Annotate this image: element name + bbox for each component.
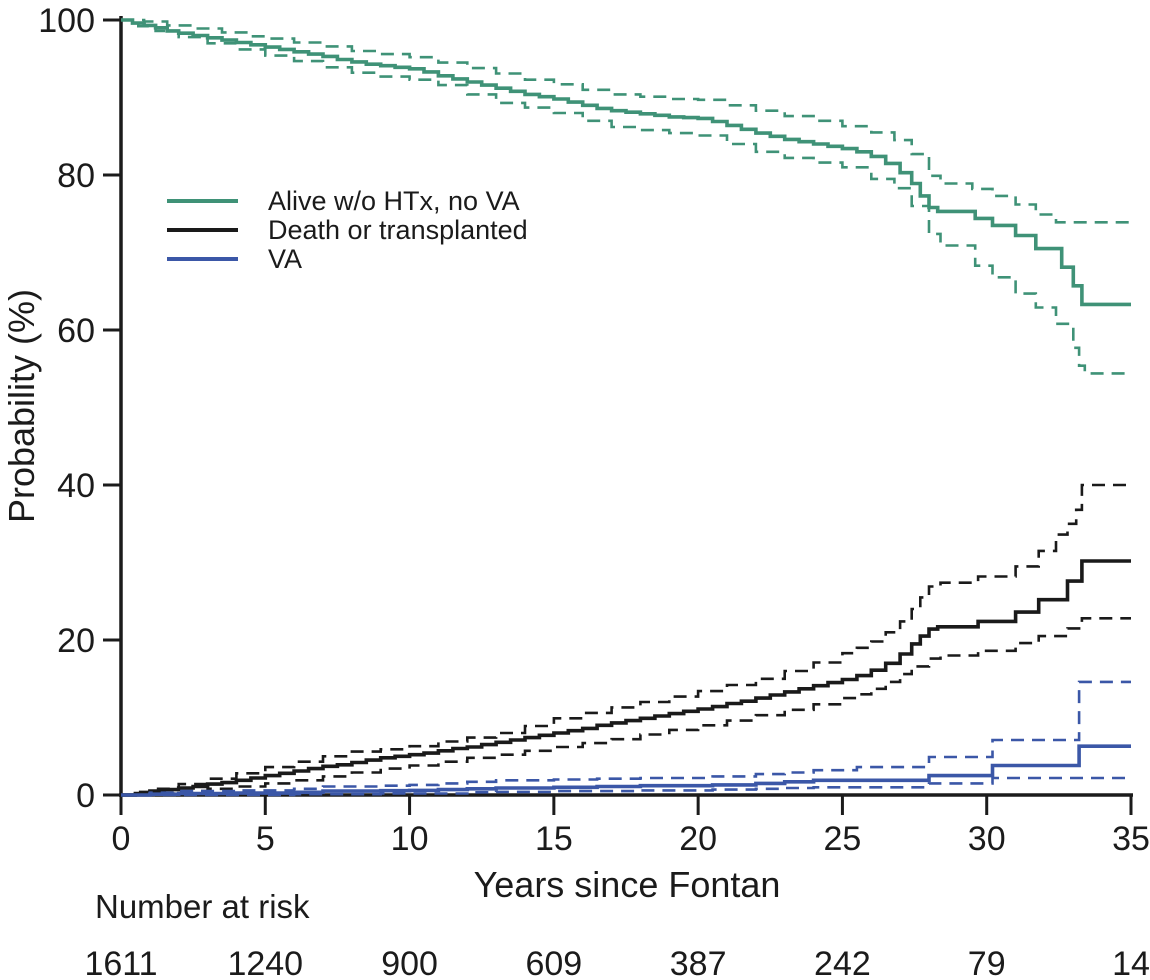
x-tick-label: 35 <box>1112 820 1150 858</box>
risk-value: 1611 <box>84 945 157 980</box>
legend-label-va: VA <box>268 244 302 274</box>
x-tick-label: 25 <box>824 820 862 858</box>
y-tick-label: 100 <box>38 2 95 40</box>
x-axis-title: Years since Fontan <box>474 864 781 905</box>
series-alive-w-o-htx-no-va-ci-lower-line <box>121 18 1131 375</box>
series-curves <box>121 18 1131 797</box>
y-tick-label: 60 <box>57 312 95 350</box>
series-va-ci-upper-line <box>121 680 1131 797</box>
number-at-risk-label: Number at risk <box>95 888 310 925</box>
axes: 0 5 10 15 20 25 30 35 0 20 40 60 80 100 <box>38 2 1150 858</box>
risk-value: 609 <box>525 945 582 980</box>
risk-value: 1240 <box>227 945 303 980</box>
risk-value: 242 <box>814 945 871 980</box>
x-tick-label: 20 <box>679 820 717 858</box>
series-death-or-transplanted-estimate-line <box>121 559 1131 797</box>
y-tick-label: 0 <box>76 777 95 815</box>
series-death-or-transplanted-ci-upper-line <box>121 483 1131 797</box>
x-tick-label: 0 <box>112 820 131 858</box>
x-tick-label: 15 <box>535 820 573 858</box>
legend-label-alive-w-o-htx-no-va: Alive w/o HTx, no VA <box>268 186 520 216</box>
risk-value: 387 <box>670 945 727 980</box>
number-at-risk-row: 1611 1240 900 609 387 242 79 14 <box>84 945 1149 980</box>
y-axis-title: Probability (%) <box>1 289 42 523</box>
series-alive-w-o-htx-no-va-estimate-line <box>121 18 1131 307</box>
x-tick-label: 5 <box>256 820 275 858</box>
series-death-or-transplanted-ci-lower-line <box>121 617 1131 797</box>
series-va-estimate-line <box>121 744 1131 797</box>
risk-value: 14 <box>1112 945 1150 980</box>
x-tick-label: 30 <box>968 820 1006 858</box>
y-tick-label: 40 <box>57 467 95 505</box>
legend-label-death-or-transplanted: Death or transplanted <box>268 215 528 245</box>
risk-value: 900 <box>381 945 438 980</box>
risk-value: 79 <box>968 945 1006 980</box>
y-tick-label: 80 <box>57 157 95 195</box>
y-tick-label: 20 <box>57 622 95 660</box>
x-tick-label: 10 <box>391 820 429 858</box>
series-alive-w-o-htx-no-va-ci-upper-line <box>121 18 1131 224</box>
series-va-ci-lower-line <box>121 776 1131 797</box>
